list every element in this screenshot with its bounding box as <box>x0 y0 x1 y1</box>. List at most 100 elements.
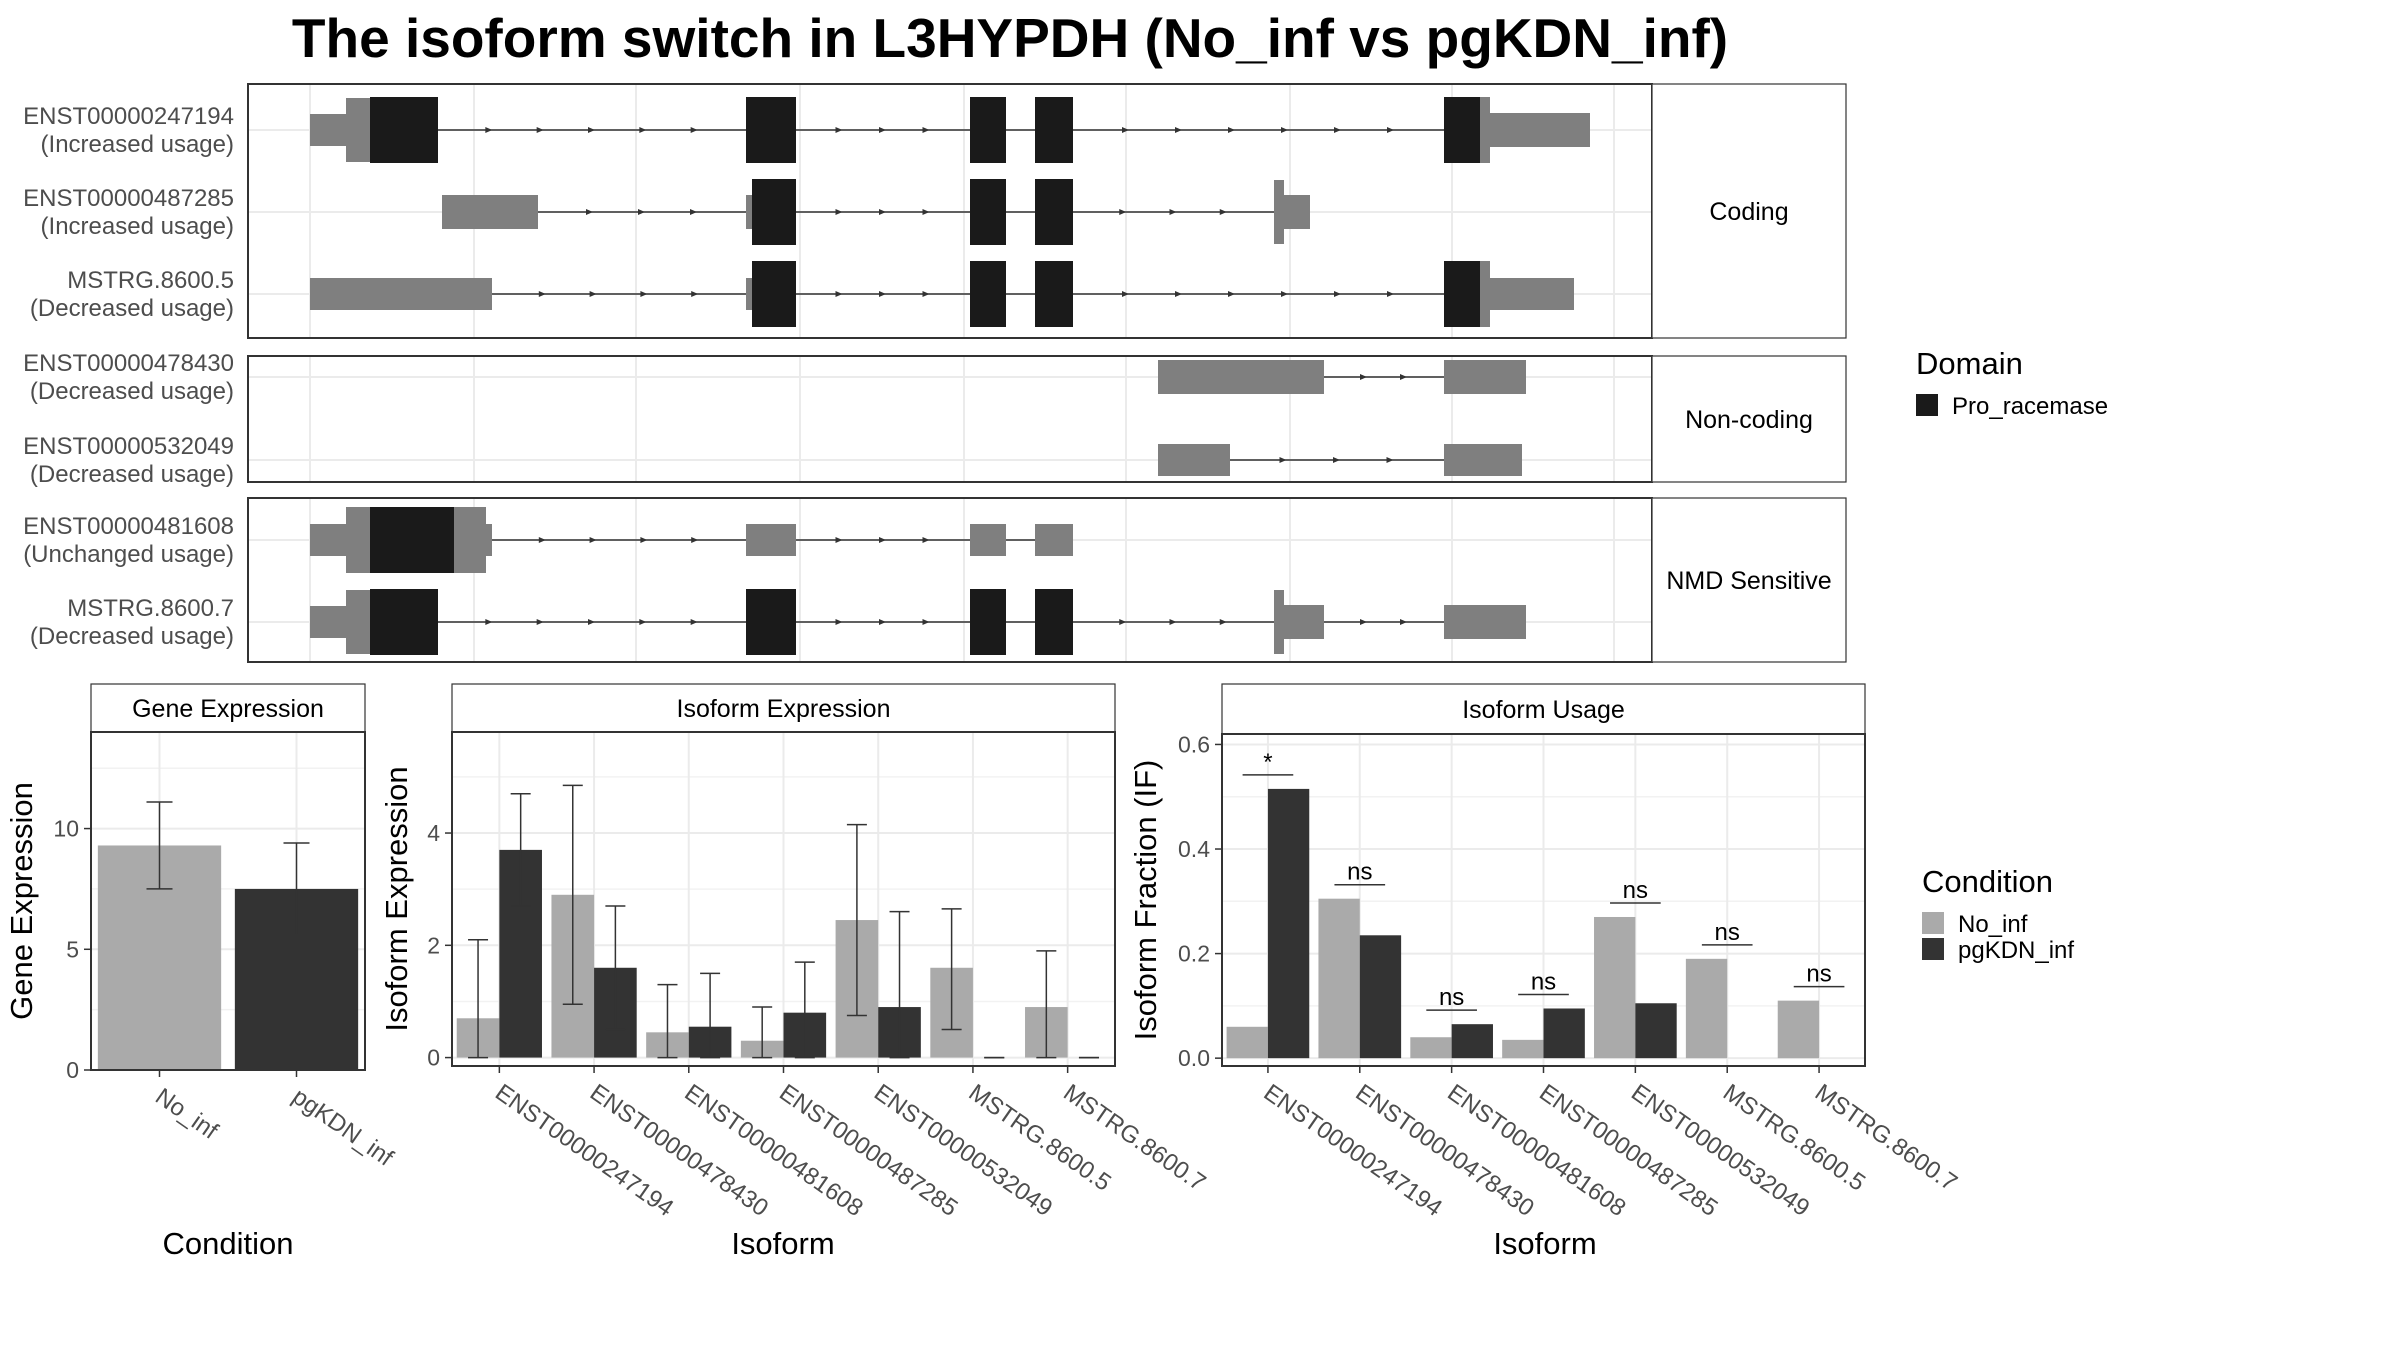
exon <box>1158 444 1230 476</box>
panel-strip <box>451 683 1116 733</box>
intron-arrow-icon <box>536 619 544 625</box>
exon <box>442 195 538 229</box>
bar <box>1318 898 1360 1059</box>
protein-domain <box>970 589 1006 655</box>
y-tick-label: 2 <box>427 932 440 958</box>
bar <box>1635 1003 1677 1059</box>
exon <box>970 524 1006 556</box>
bar <box>1502 1039 1544 1059</box>
intron-arrow-icon <box>1279 457 1287 463</box>
plot-border <box>90 731 366 1071</box>
facet-strip-label: NMD Sensitive <box>1666 567 1831 595</box>
intron-arrow-icon <box>922 619 930 625</box>
intron-arrow-icon <box>835 291 843 297</box>
intron-arrow-icon <box>835 619 843 625</box>
intron-arrow-icon <box>1400 374 1407 380</box>
transcript-usage-label: (Increased usage) <box>41 131 234 158</box>
facet-strip <box>1651 497 1847 663</box>
condition-legend-item-pgkdn-inf: pgKDN_inf <box>1958 937 2074 964</box>
significance-label: * <box>1263 749 1272 776</box>
transcript-row <box>1158 444 1522 476</box>
exon <box>484 524 492 556</box>
significance-label: ns <box>1439 984 1464 1011</box>
condition-legend-swatch-pgkdn-inf <box>1922 938 1944 960</box>
transcript-usage-label: (Decreased usage) <box>30 623 234 650</box>
transcript-row <box>310 589 1526 655</box>
transcript-usage-label: (Increased usage) <box>41 213 234 240</box>
condition-legend: Condition No_inf pgKDN_inf <box>1922 864 2074 964</box>
intron-arrow-icon <box>640 537 648 543</box>
intron-arrow-icon <box>691 537 699 543</box>
intron-arrow-icon <box>485 127 493 133</box>
intron-arrow-icon <box>691 291 699 297</box>
intron-arrow-icon <box>1219 619 1227 625</box>
x-tick-label: pgKDN_inf <box>287 1083 398 1172</box>
exon <box>1480 261 1490 327</box>
condition-legend-swatch-no-inf <box>1922 912 1944 934</box>
intron-arrow-icon <box>1228 291 1235 297</box>
y-tick-label: 0.4 <box>1178 836 1210 862</box>
intron-arrow-icon <box>1281 127 1288 133</box>
facet-strip <box>1651 83 1847 339</box>
intron-arrow-icon <box>879 619 886 625</box>
intron-arrow-icon <box>538 537 546 543</box>
exon <box>1444 605 1526 639</box>
intron-arrow-icon <box>1175 291 1182 297</box>
protein-domain <box>746 97 796 163</box>
exon <box>746 195 754 229</box>
bar <box>1451 1024 1493 1059</box>
exon <box>346 507 372 573</box>
isoform-expression-chart: Isoform Expression024ENST00000247194ENST… <box>379 683 1211 1261</box>
protein-domain <box>1444 261 1482 327</box>
protein-domain <box>1035 179 1073 245</box>
figure-title: The isoform switch in L3HYPDH (No_inf vs… <box>292 7 1728 69</box>
intron-arrow-icon <box>1281 291 1288 297</box>
intron-arrow-icon <box>690 209 697 215</box>
intron-arrow-icon <box>640 291 648 297</box>
condition-legend-title: Condition <box>1922 864 2053 899</box>
exon <box>1035 524 1073 556</box>
intron-arrow-icon <box>835 127 843 133</box>
gene-expression-chart: Gene Expression 0 5 10 No_inf pgKDN_inf Condit… <box>4 683 398 1261</box>
exon <box>1158 360 1324 394</box>
intron-arrow-icon <box>835 209 843 215</box>
protein-domain <box>970 97 1006 163</box>
significance-label: ns <box>1347 859 1372 886</box>
significance-label: ns <box>1715 919 1740 946</box>
protein-domain <box>1035 589 1073 655</box>
intron-arrow-icon <box>638 209 645 215</box>
significance-label: ns <box>1623 877 1648 904</box>
transcript-usage-label: (Decreased usage) <box>30 295 234 322</box>
protein-domain <box>752 261 796 327</box>
intron-arrow-icon <box>1360 374 1367 380</box>
intron-arrow-icon <box>639 619 647 625</box>
intron-arrow-icon <box>879 127 886 133</box>
significance-label: ns <box>1531 968 1556 995</box>
bar <box>1226 1026 1268 1059</box>
intron-arrow-icon <box>639 127 647 133</box>
intron-arrow-icon <box>1175 127 1182 133</box>
y-tick-label: 0.0 <box>1178 1045 1210 1071</box>
bar <box>1777 1000 1820 1059</box>
transcript-panel-bg <box>248 356 1652 482</box>
exon <box>1488 278 1574 310</box>
panel-strip <box>1221 683 1866 735</box>
intron-arrow-icon <box>690 127 698 133</box>
domain-legend-title: Domain <box>1916 346 2023 381</box>
transcript-usage-label: (Decreased usage) <box>30 461 234 488</box>
facet-strip-label: Non-coding <box>1685 406 1813 434</box>
intron-arrow-icon <box>1334 127 1341 133</box>
exon <box>1282 605 1324 639</box>
bar <box>1359 935 1402 1059</box>
panel-strip-label: Isoform Usage <box>1462 696 1625 724</box>
y-tick-label: 10 <box>53 816 79 842</box>
exon <box>1480 97 1490 163</box>
intron-arrow-icon <box>588 127 595 133</box>
intron-arrow-icon <box>588 619 595 625</box>
transcript-id-label: MSTRG.8600.7 <box>67 595 234 622</box>
transcript-id-label: ENST00000487285 <box>23 185 234 212</box>
protein-domain <box>970 261 1006 327</box>
intron-arrow-icon <box>690 619 698 625</box>
domain-legend-item: Pro_racemase <box>1952 393 2108 420</box>
